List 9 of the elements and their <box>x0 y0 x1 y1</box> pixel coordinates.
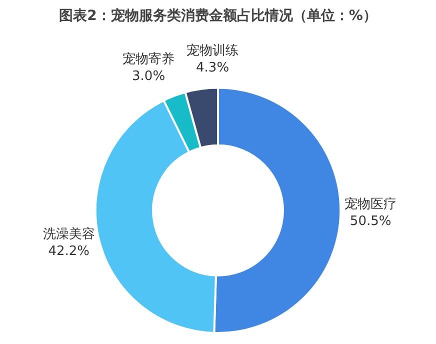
slice-label: 宠物医疗 <box>344 197 397 212</box>
data-label: 42.2% <box>48 244 90 260</box>
chart-title: 图表2：宠物服务类消费金额占比情况（单位：%） <box>59 7 377 24</box>
data-label: 3.0% <box>132 69 166 84</box>
slice-label: 宠物训练 <box>186 44 239 59</box>
slice-label: 宠物寄养 <box>122 51 175 68</box>
data-label: 50.5% <box>350 214 392 230</box>
slice-label: 洗澡美容 <box>42 226 95 242</box>
data-label: 4.3% <box>196 60 230 76</box>
